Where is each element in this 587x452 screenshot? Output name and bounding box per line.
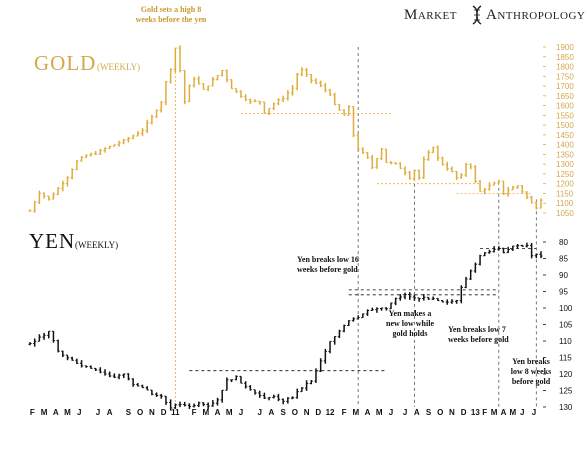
time-axis-label: J <box>532 408 536 417</box>
guide-lines <box>174 47 537 407</box>
time-axis-label: M <box>202 408 209 417</box>
yen-chart-subtitle: (WEEKLY) <box>75 240 118 250</box>
yen-tick-label: 100 <box>559 304 573 313</box>
time-axis-label: O <box>437 408 443 417</box>
time-axis-label: 11 <box>171 408 180 417</box>
time-axis-label: O <box>292 408 298 417</box>
brand-logo-block: Market Anthropology <box>398 4 586 26</box>
time-axis-label: S <box>126 408 132 417</box>
gold-tick-label: 1050 <box>556 209 574 218</box>
time-axis-label: N <box>304 408 310 417</box>
time-axis-label: J <box>77 408 81 417</box>
time-axis-label: F <box>192 408 197 417</box>
gold-tick-label: 1500 <box>556 121 574 130</box>
gold-tick-label: 1650 <box>556 92 574 101</box>
gold-tick-label: 1900 <box>556 43 574 52</box>
yen-tick-label: 90 <box>559 271 568 280</box>
yen-tick-label: 110 <box>559 337 572 346</box>
gold-tick-label: 1800 <box>556 63 574 72</box>
time-axis-label: A <box>215 408 221 417</box>
time-axis-label: S <box>280 408 286 417</box>
time-axis-label: A <box>53 408 59 417</box>
time-axis-label: M <box>64 408 71 417</box>
time-axis-label: J <box>403 408 407 417</box>
time-axis-label: S <box>426 408 432 417</box>
time-axis-label: A <box>365 408 371 417</box>
gold-weekly-series <box>28 45 543 213</box>
annotation-gold-high: Gold sets a high 8 weeks before the yen <box>136 5 207 24</box>
gold-tick-label: 1550 <box>556 111 574 120</box>
time-axis-label: A <box>414 408 420 417</box>
yen-price-axis: 80 85 90 95 100 105 110 115 120 125 130 <box>543 238 573 412</box>
gold-tick-label: 1850 <box>556 53 574 62</box>
time-axis-label: M <box>376 408 383 417</box>
time-axis-label: M <box>352 408 359 417</box>
gold-tick-label: 1200 <box>556 180 574 189</box>
gold-tick-label: 1150 <box>556 189 574 198</box>
yen-tick-label: 95 <box>559 288 568 297</box>
gold-tick-label: 1300 <box>556 160 574 169</box>
time-axis: F M A M J J A S O N D 11 F M A M J J A S O N D 12 F M A M J J A S O N D 13 F… <box>30 408 536 417</box>
gold-tick-label: 1400 <box>556 141 574 150</box>
time-axis-label: M <box>226 408 233 417</box>
time-axis-label: J <box>257 408 261 417</box>
yen-weekly-series <box>28 242 543 411</box>
time-axis-label: A <box>269 408 275 417</box>
time-axis-label: A <box>107 408 113 417</box>
annotation-yen-low-16: Yen breaks low 16 weeks before gold <box>297 255 359 274</box>
yen-tick-label: 125 <box>559 387 573 396</box>
gold-tick-label: 1750 <box>556 72 574 81</box>
yen-tick-label: 85 <box>559 255 568 264</box>
time-axis-label: N <box>149 408 155 417</box>
yen-chart-title: YEN <box>29 229 75 253</box>
gold-tick-label: 1250 <box>556 170 574 179</box>
time-axis-label: N <box>449 408 455 417</box>
time-axis-label: F <box>482 408 487 417</box>
time-axis-label: 12 <box>326 408 335 417</box>
time-axis-label: 13 <box>471 408 480 417</box>
time-axis-label: A <box>501 408 507 417</box>
annotation-yen-new-low: Yen makes a new low while gold holds <box>386 309 434 338</box>
chart-annotations: Gold sets a high 8 weeks before the yen Ye… <box>136 5 552 386</box>
time-axis-label: J <box>389 408 393 417</box>
time-axis-label: M <box>41 408 48 417</box>
annotation-yen-low-7: Yen breaks low 7 weeks before gold <box>448 325 509 344</box>
time-axis-label: D <box>315 408 321 417</box>
yen-tick-label: 80 <box>559 238 568 247</box>
yen-tick-label: 130 <box>559 403 573 412</box>
time-axis-label: D <box>461 408 467 417</box>
gold-chart-title: GOLD <box>34 51 96 75</box>
gold-tick-label: 1600 <box>556 102 574 111</box>
time-axis-label: O <box>137 408 143 417</box>
time-axis-label: D <box>161 408 167 417</box>
gold-tick-label: 1450 <box>556 131 574 140</box>
time-axis-label: J <box>520 408 524 417</box>
yen-tick-label: 105 <box>559 321 573 330</box>
brand-name-right: Anthropology <box>486 7 586 23</box>
gold-tick-label: 1350 <box>556 150 574 159</box>
time-axis-label: M <box>491 408 498 417</box>
gold-tick-label: 1100 <box>556 199 574 208</box>
gold-price-axis: 1050110011501200125013001350140014501500… <box>543 43 574 218</box>
yen-tick-label: 115 <box>559 354 572 363</box>
time-axis-label: F <box>30 408 35 417</box>
brand-name-left: Market <box>404 7 458 23</box>
time-axis-label: J <box>96 408 100 417</box>
yen-tick-label: 120 <box>559 370 573 379</box>
time-axis-label: J <box>239 408 243 417</box>
gold-chart-subtitle: (WEEKLY) <box>97 62 140 72</box>
annotation-yen-low-8: Yen breaks low 8 weeks before gold <box>511 357 551 386</box>
dna-helix-icon <box>472 5 482 25</box>
gold-tick-label: 1700 <box>556 82 574 91</box>
time-axis-label: M <box>510 408 517 417</box>
time-axis-label: F <box>342 408 347 417</box>
